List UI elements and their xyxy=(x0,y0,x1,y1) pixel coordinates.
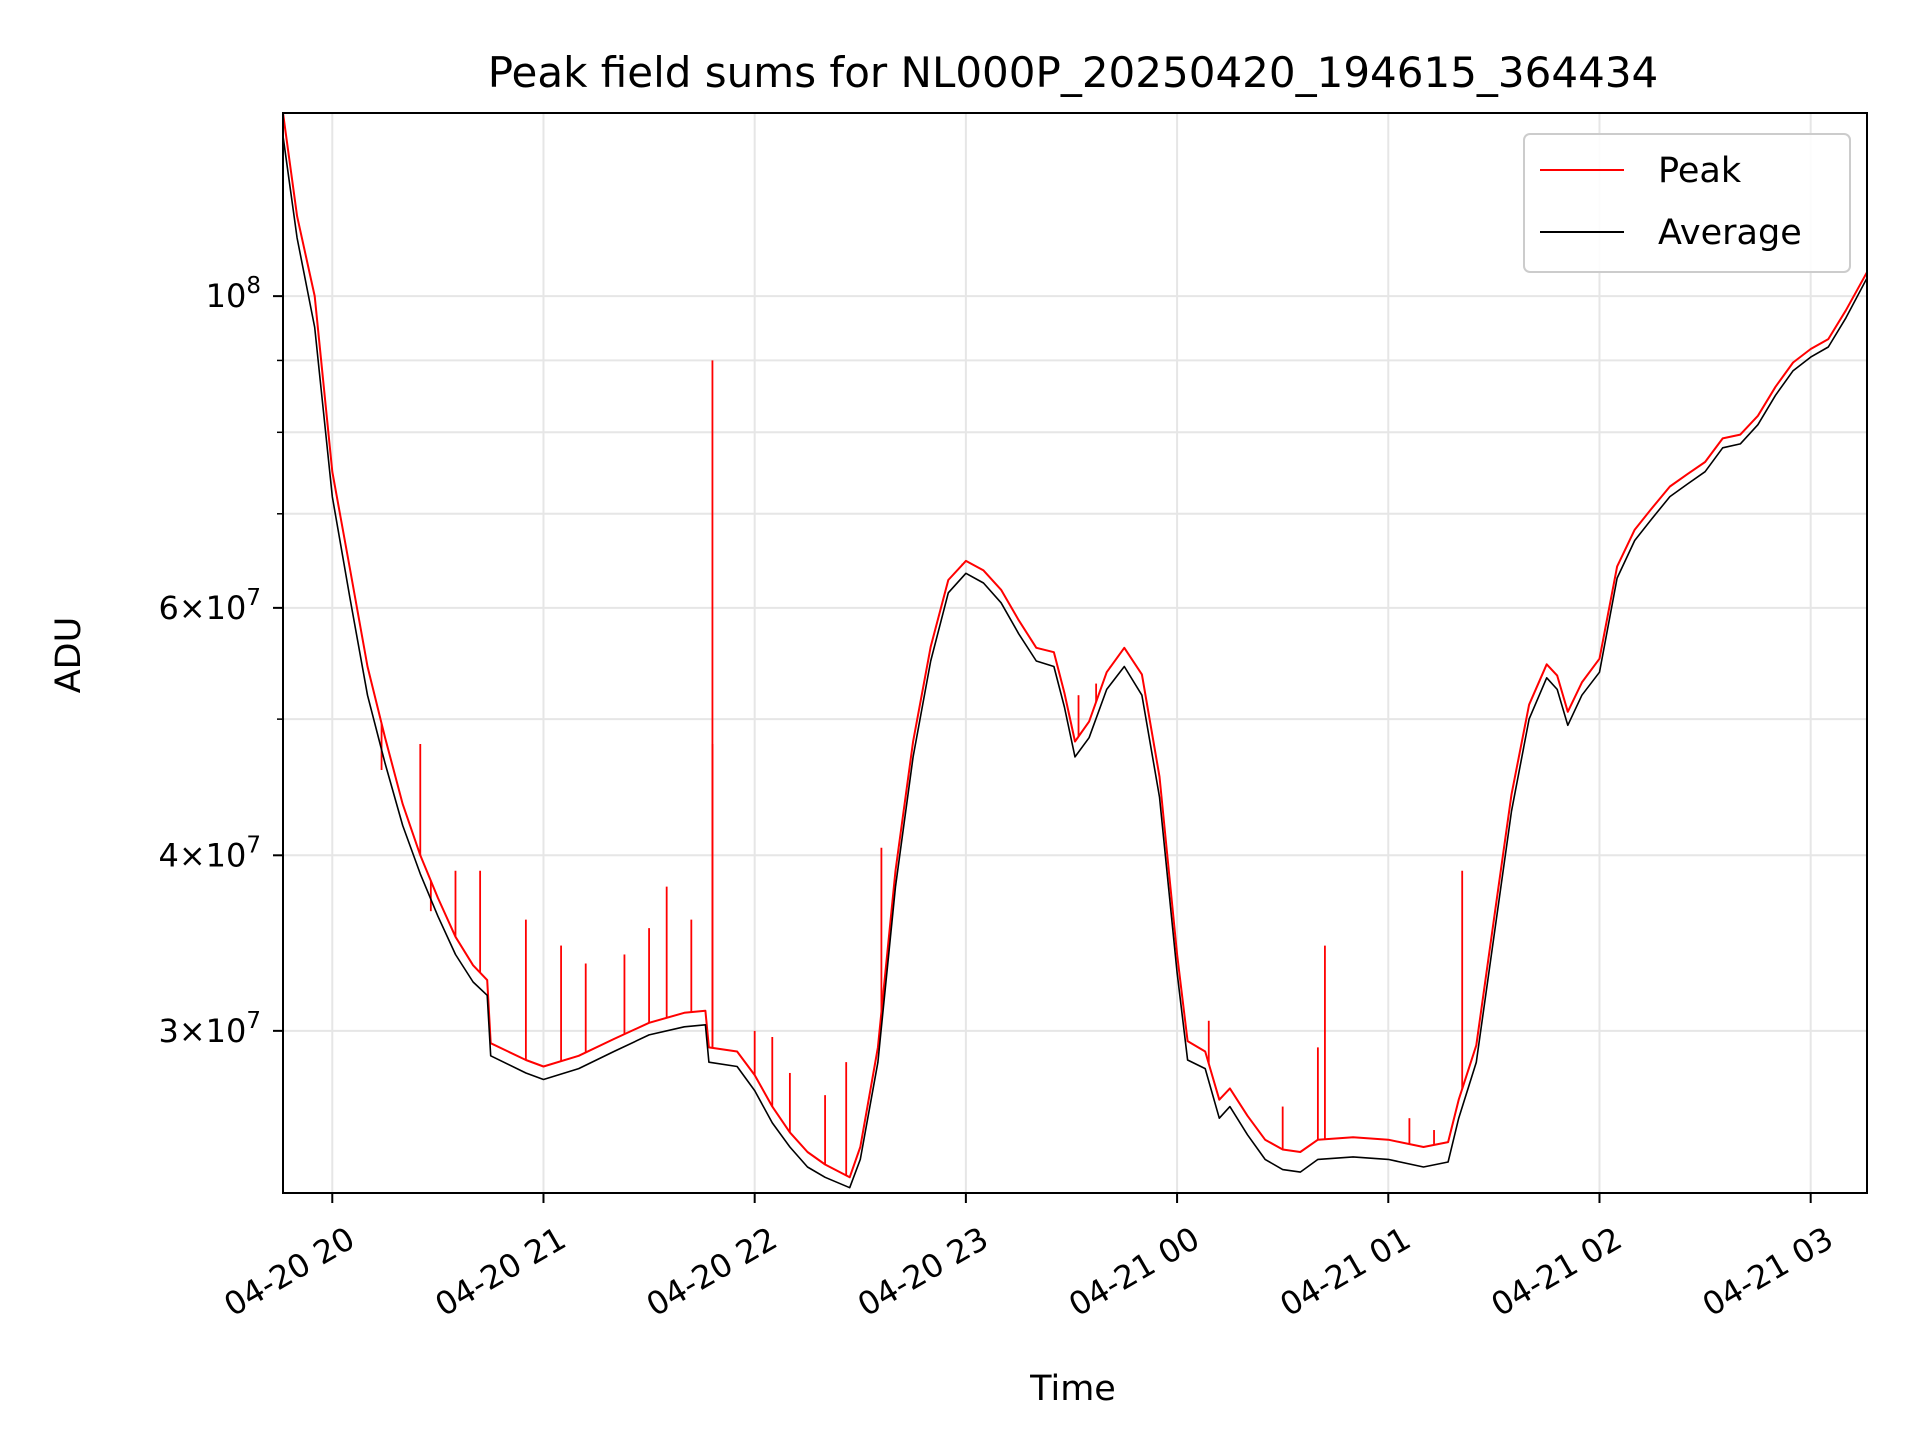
legend-box xyxy=(1523,133,1851,273)
y-tick-label: 3×107 xyxy=(158,1008,261,1050)
legend-label-peak: Peak xyxy=(1658,151,1742,191)
series-layer xyxy=(283,113,1867,1189)
legend-label-average: Average xyxy=(1658,213,1802,253)
y-tick-label: 4×107 xyxy=(158,832,261,874)
series-line-average xyxy=(283,135,1867,1189)
legend: Peak Average xyxy=(1523,133,1851,273)
y-tick-label: 108 xyxy=(206,273,261,315)
x-axis-label: Time xyxy=(1029,1369,1116,1409)
grid-lines xyxy=(283,113,1867,1193)
y-axis: 3×107 4×107 6×107 108 xyxy=(158,273,283,1050)
series-line-peak xyxy=(283,113,1867,1179)
chart-title: Peak field sums for NL000P_20250420_1946… xyxy=(488,48,1659,97)
y-axis-label: ADU xyxy=(49,617,89,694)
y-tick-label: 6×107 xyxy=(158,585,261,627)
plot-frame xyxy=(282,112,1868,1194)
